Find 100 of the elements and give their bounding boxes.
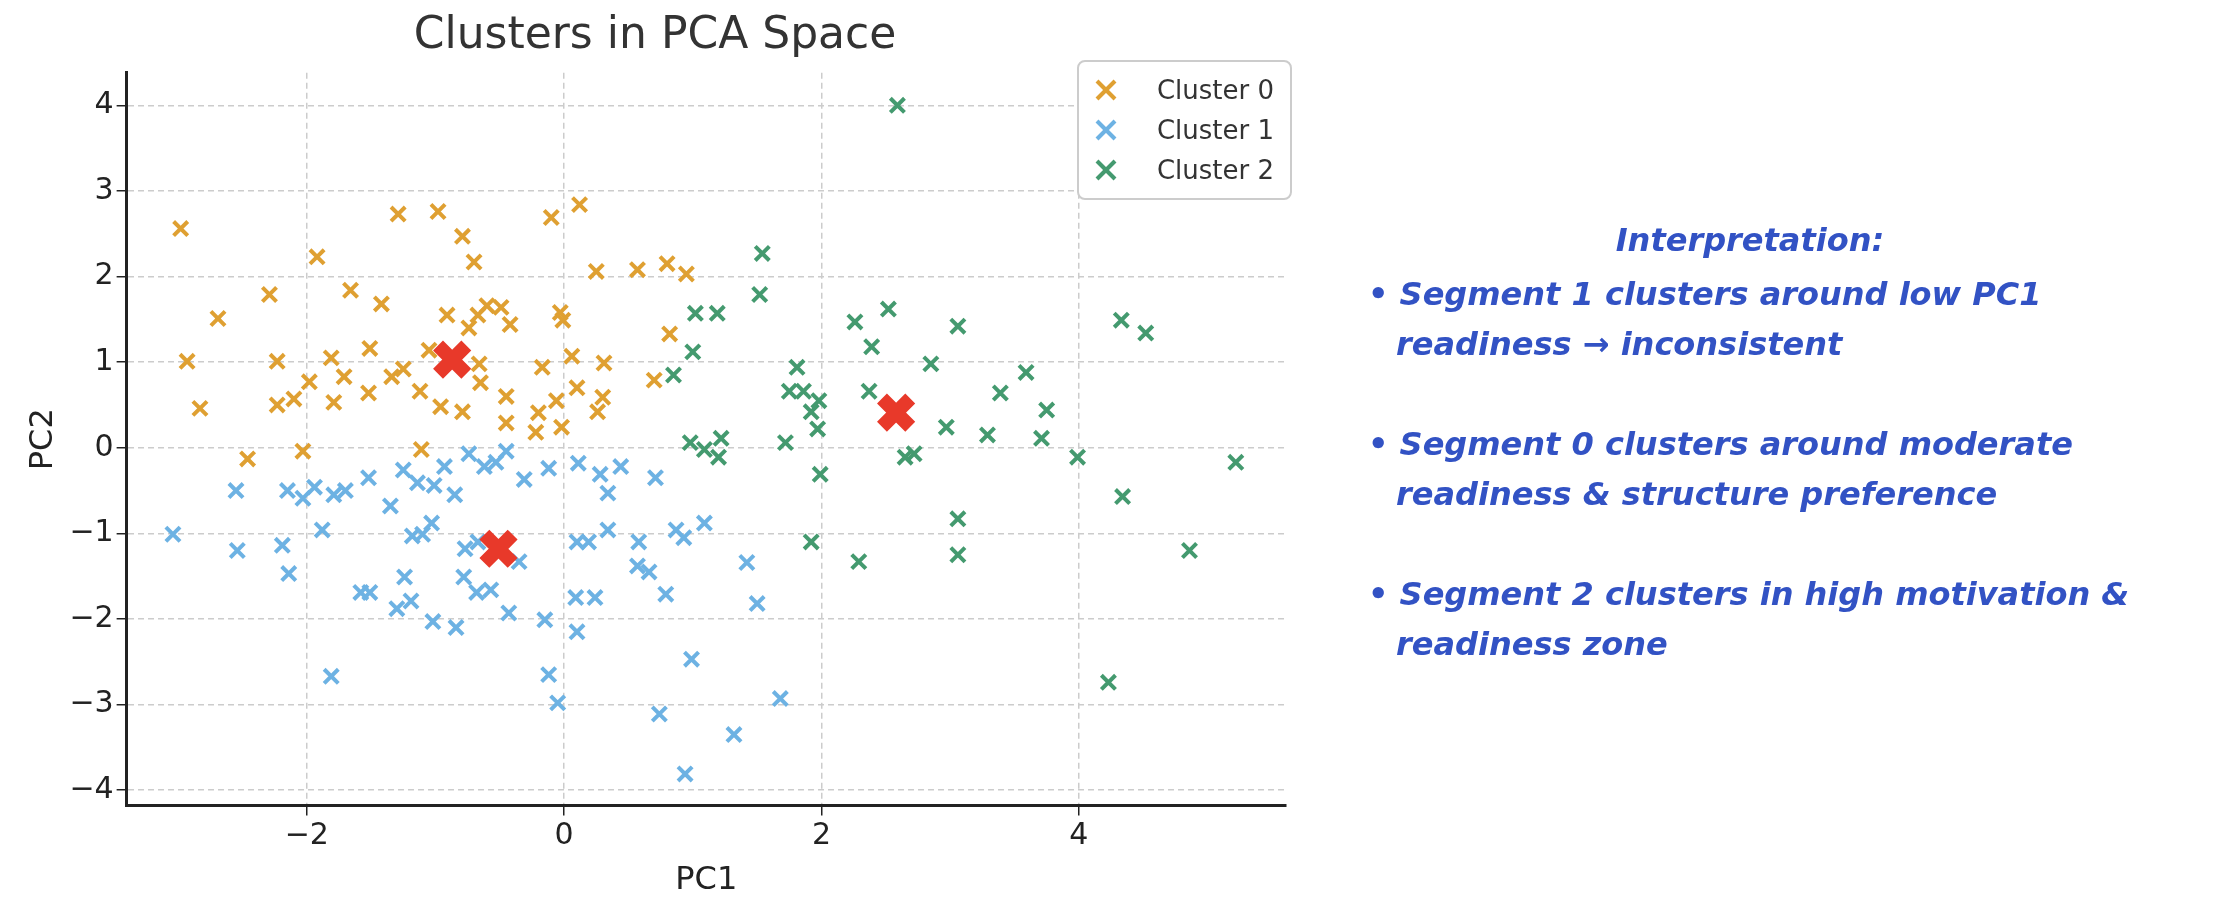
y-tick-label: 0 [94,427,114,463]
y-tick-label: 2 [94,256,114,292]
point [780,382,799,401]
point [948,545,967,564]
point [681,433,700,452]
point [238,449,257,468]
point [412,440,431,459]
point [1037,401,1056,420]
point [547,391,566,410]
point [552,418,571,437]
point [428,202,448,221]
x-tick-label: −2 [284,816,329,852]
point [628,260,647,279]
point [787,358,807,377]
point [394,359,413,379]
point [389,204,408,224]
legend-label: Cluster 0 [1156,75,1274,105]
point [664,365,683,385]
x-tick-label: 0 [554,816,574,852]
point [708,304,727,323]
point [208,309,228,328]
point [657,254,677,273]
point [1180,541,1199,560]
point [808,419,827,438]
point [845,312,864,331]
y-tick-label: −4 [69,769,114,805]
point [905,444,924,463]
point [776,433,795,452]
point [567,378,587,397]
point [660,324,679,343]
point [431,338,474,381]
chart-title: Clusters in PCA Space [413,6,897,58]
point [464,252,484,272]
y-tick-label: −2 [69,598,114,634]
point [991,383,1010,403]
point [896,448,915,467]
x-tick-label: 2 [811,816,832,852]
point [802,402,821,421]
point [178,352,197,371]
point [382,367,401,386]
point [683,342,702,361]
point [300,372,319,391]
point [1112,311,1131,330]
text: Interpretation: [1614,220,1886,261]
point [849,552,868,571]
point [753,244,772,263]
point [477,527,520,570]
point [437,306,457,325]
point [921,354,940,373]
point [341,281,360,300]
point [874,391,918,434]
point [529,403,548,422]
point [948,509,967,528]
x-tick-label: 4 [1069,816,1089,852]
point [497,387,516,406]
point [686,304,705,323]
point [284,389,303,409]
point [1068,448,1087,467]
point [322,348,341,367]
point [453,402,472,421]
point [570,195,589,214]
y-tick-label: −1 [69,513,114,549]
y-tick-label: 3 [94,170,114,206]
point [860,382,879,401]
point [431,397,450,416]
point [324,393,343,412]
point [360,339,379,358]
point [459,318,478,337]
point [268,352,287,371]
point [359,383,378,403]
y-axis-title: PC2 [21,408,60,471]
point [1032,429,1051,448]
y-tick-label: 4 [94,85,114,121]
point [879,300,898,319]
text: • Segment 0 clusters around moderate readiness & structure preference [1367,424,2074,515]
y-tick-label: 1 [94,341,114,377]
point [862,337,881,356]
point [794,382,813,401]
point [501,315,520,334]
point [268,395,287,415]
point [1099,673,1118,692]
point [533,358,552,377]
point [477,296,496,315]
point [497,413,516,433]
point [809,391,828,410]
point [1136,323,1155,343]
point [551,303,570,322]
point [802,532,821,551]
point [553,311,572,330]
point [645,371,664,390]
point [1017,363,1036,382]
legend-label: Cluster 1 [1156,115,1274,145]
point [260,285,279,304]
point [293,442,312,461]
point [410,382,430,401]
text: • Segment 1 clusters around low PC1 readiness → inconsistent [1367,274,2043,365]
point [453,227,472,246]
point [1226,453,1245,472]
point [937,418,956,437]
point [811,465,830,484]
